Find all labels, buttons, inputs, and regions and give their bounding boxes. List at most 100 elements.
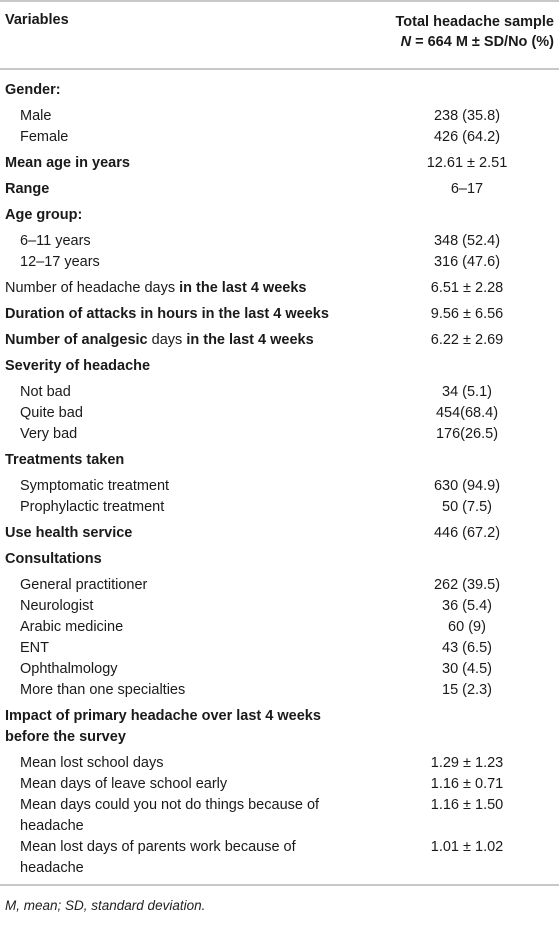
row-label: ENT <box>20 640 49 656</box>
row-label-bold-part: in the last 4 weeks <box>182 332 314 348</box>
table-row: Consultations <box>0 545 559 571</box>
data-table: Variables Total headache sample N = 664 … <box>0 0 559 880</box>
table-row: Arabic medicine 60 (9) <box>0 613 559 635</box>
row-label-part: days <box>147 332 183 348</box>
row-value: 426 (64.2) <box>433 129 501 145</box>
row-label: Use health service <box>5 525 133 541</box>
table-row: Quite bad 454(68.4) <box>0 399 559 421</box>
row-label: 12–17 years <box>20 254 100 270</box>
table-row: Range 6–17 <box>0 175 559 201</box>
row-label: Number of headache days in the last 4 we… <box>5 278 365 299</box>
row-value: 176(26.5) <box>435 426 499 442</box>
row-value: 348 (52.4) <box>433 233 501 249</box>
row-value: 6.51 ± 2.28 <box>430 280 504 296</box>
row-value: 30 (4.5) <box>442 661 492 677</box>
row-label: Treatments taken <box>5 452 125 468</box>
header-total-sample: Total headache sample N = 664 M ± SD/No … <box>396 12 554 52</box>
table-row: 6–11 years 348 (52.4) <box>0 227 559 249</box>
row-value: 15 (2.3) <box>442 682 492 698</box>
table-row: Very bad 176(26.5) <box>0 420 559 446</box>
table-row: Age group: <box>0 201 559 227</box>
row-value: 36 (5.4) <box>442 598 492 614</box>
row-label: Neurologist <box>20 598 94 614</box>
row-label: Duration of attacks in hours in the last… <box>5 306 329 322</box>
table-row: Mean age in years 12.61 ± 2.51 <box>0 149 559 175</box>
row-label: Mean days of leave school early <box>20 776 228 792</box>
footer-rule <box>0 884 559 886</box>
row-value: 60 (9) <box>448 619 486 635</box>
row-label: Impact of primary headache over last 4 w… <box>5 708 321 745</box>
table-row: Mean days of leave school early 1.16 ± 0.… <box>0 770 559 792</box>
row-label-part: Number of headache days <box>5 280 180 296</box>
row-value: 238 (35.8) <box>433 108 501 124</box>
table-row: Female 426 (64.2) <box>0 123 559 149</box>
row-label: Age group: <box>5 207 83 223</box>
table-row: Male 238 (35.8) <box>0 102 559 124</box>
table-row: Ophthalmology 30 (4.5) <box>0 655 559 677</box>
row-label: Mean lost days of parents work because o… <box>20 839 296 876</box>
table-body: Gender: Male 238 (35.8) Female 426 (64.2) Mea… <box>0 70 559 880</box>
row-value: 43 (6.5) <box>442 640 492 656</box>
row-label: Gender: <box>5 82 61 98</box>
header-total-line2: N = 664 M ± SD/No (%) <box>396 32 554 52</box>
table-row: ENT 43 (6.5) <box>0 634 559 656</box>
table-footnote: M, mean; SD, standard deviation. <box>5 898 206 913</box>
table-row: Neurologist 36 (5.4) <box>0 592 559 614</box>
table-row: More than one specialties 15 (2.3) <box>0 676 559 702</box>
row-label-bold-part: Number of analgesic <box>5 332 148 348</box>
row-value: 6.22 ± 2.69 <box>430 332 504 348</box>
table-row: Impact of primary headache over last 4 w… <box>0 702 559 749</box>
row-label: General practitioner <box>20 577 148 593</box>
row-label: Symptomatic treatment <box>20 478 170 494</box>
table-row: Gender: <box>0 76 559 102</box>
header-n: N <box>400 34 412 50</box>
row-label: Severity of headache <box>5 358 151 374</box>
table-row: Mean days could you not do things becaus… <box>0 791 559 834</box>
row-label: More than one specialties <box>20 682 186 698</box>
table-row: Symptomatic treatment 630 (94.9) <box>0 472 559 494</box>
row-label: Prophylactic treatment <box>20 499 165 515</box>
row-label: Arabic medicine <box>20 619 124 635</box>
table-row: Prophylactic treatment 50 (7.5) <box>0 493 559 519</box>
table-row: Mean lost school days 1.29 ± 1.23 <box>0 749 559 771</box>
row-label: Consultations <box>5 551 102 567</box>
header-n-rest: = 664 M ± SD/No (%) <box>411 34 554 50</box>
table-header: Variables Total headache sample N = 664 … <box>0 0 559 70</box>
row-label: 6–11 years <box>20 233 91 249</box>
row-value: 446 (67.2) <box>433 525 501 541</box>
row-label: Range <box>5 181 50 197</box>
row-value: 9.56 ± 6.56 <box>430 306 504 322</box>
row-value: 1.16 ± 0.71 <box>430 776 504 792</box>
header-total-line1: Total headache sample <box>395 14 554 30</box>
row-value: 630 (94.9) <box>433 478 501 494</box>
row-value: 1.16 ± 1.50 <box>430 797 504 813</box>
row-label: Quite bad <box>20 405 83 421</box>
table-row: 12–17 years 316 (47.6) <box>0 248 559 274</box>
row-value: 50 (7.5) <box>442 499 492 515</box>
table-row: Number of headache days in the last 4 we… <box>0 274 559 300</box>
row-label: Very bad <box>20 426 78 442</box>
table-row: Treatments taken <box>0 446 559 472</box>
row-value: 12.61 ± 2.51 <box>426 155 508 171</box>
row-label: Not bad <box>20 384 71 400</box>
row-value: 1.01 ± 1.02 <box>430 839 504 855</box>
row-label: Mean lost school days <box>20 755 164 771</box>
row-value: 34 (5.1) <box>442 384 492 400</box>
table-row: Severity of headache <box>0 352 559 378</box>
row-value: 454(68.4) <box>435 405 499 421</box>
row-label: Number of analgesic days in the last 4 w… <box>5 330 365 351</box>
row-label: Mean days could you not do things becaus… <box>20 797 320 834</box>
table-row: Mean lost days of parents work because o… <box>0 833 559 880</box>
row-label: Male <box>20 108 52 124</box>
table-row: Number of analgesic days in the last 4 w… <box>0 326 559 352</box>
table-row: Not bad 34 (5.1) <box>0 378 559 400</box>
row-label-bold-part: in the last 4 weeks <box>179 280 307 296</box>
row-label: Mean age in years <box>5 155 130 171</box>
row-value: 262 (39.5) <box>433 577 501 593</box>
row-value: 1.29 ± 1.23 <box>430 755 504 771</box>
row-value: 316 (47.6) <box>433 254 501 270</box>
table-row: Use health service 446 (67.2) <box>0 519 559 545</box>
table-row: General practitioner 262 (39.5) <box>0 571 559 593</box>
row-label: Female <box>20 129 69 145</box>
row-label: Ophthalmology <box>20 661 118 677</box>
